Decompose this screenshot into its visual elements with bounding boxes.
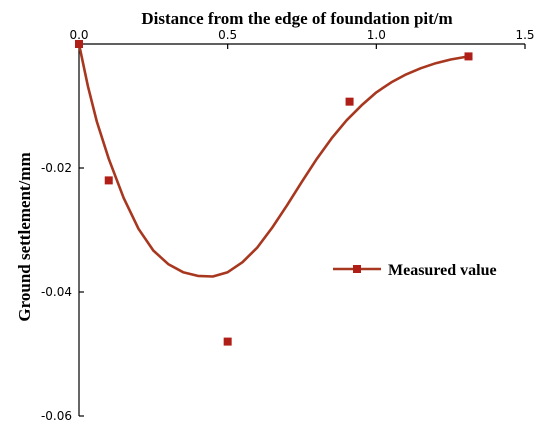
legend-label: Measured value xyxy=(388,262,497,279)
y-tick-label: -0.04 xyxy=(41,285,72,299)
legend: Measured value xyxy=(333,262,497,279)
x-tick-label: 1.5 xyxy=(515,28,534,42)
x-tick-label: 0.5 xyxy=(218,28,237,42)
data-markers-group xyxy=(75,40,473,346)
y-tick-label: -0.02 xyxy=(41,161,72,175)
y-tick-label: -0.06 xyxy=(41,409,72,423)
x-tick-label: 1.0 xyxy=(367,28,386,42)
y-axis-title: Ground settlement/mm xyxy=(15,152,34,321)
data-point-marker xyxy=(464,52,473,61)
legend-marker xyxy=(353,265,361,273)
data-point-marker xyxy=(75,40,83,48)
fit-curve-line xyxy=(77,42,470,278)
data-point-marker xyxy=(104,176,113,185)
x-tick-label: 0.0 xyxy=(69,28,88,42)
data-point-marker xyxy=(345,97,354,106)
x-ticks-group: 0.0 0.5 1.0 1.5 xyxy=(69,28,535,49)
x-axis-title: Distance from the edge of foundation pit… xyxy=(141,9,452,28)
data-point-marker xyxy=(223,337,232,346)
y-ticks-group: -0.02 -0.04 -0.06 xyxy=(41,161,84,423)
